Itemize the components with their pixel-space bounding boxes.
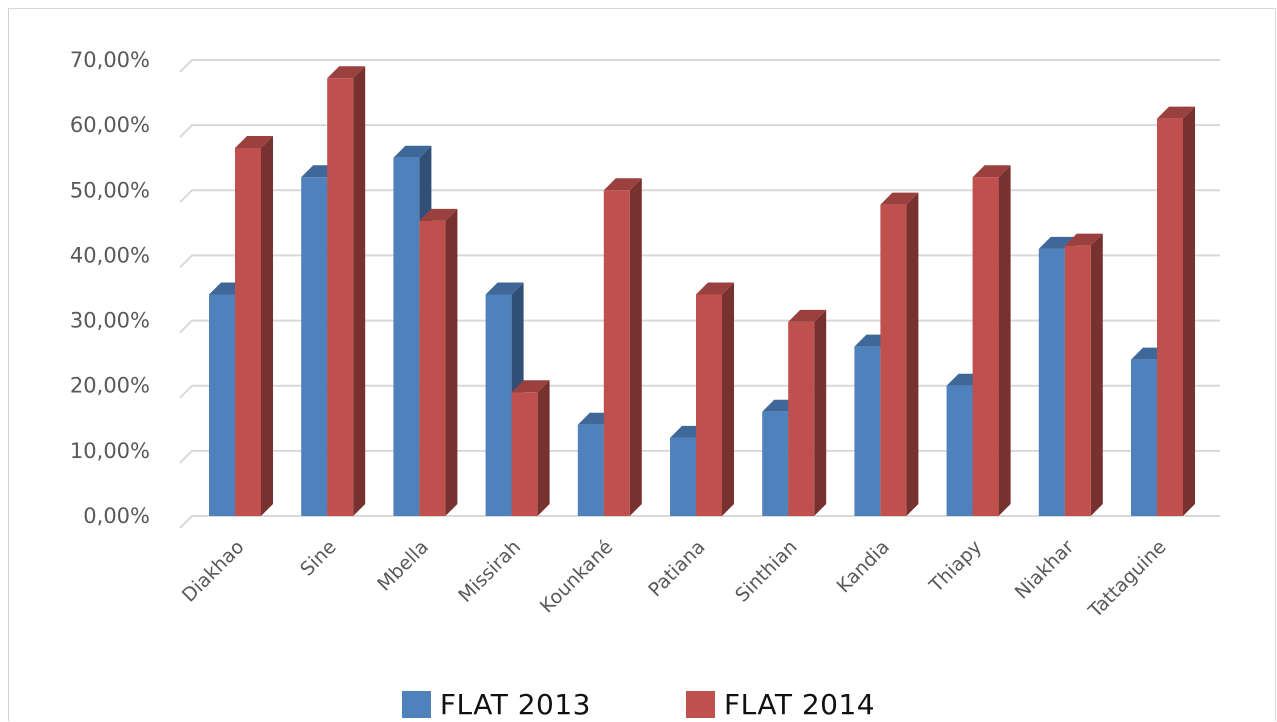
bar-flat-2014-sinthian	[788, 309, 827, 516]
x-tick-label-7: Kandia	[833, 536, 894, 597]
y-tick-label-7: 70,00%	[70, 48, 150, 72]
y-tick-label-3: 30,00%	[70, 309, 150, 333]
x-tick-label-4: Kounkané	[536, 536, 618, 618]
bar-chart: 0,00% 10,00% 20,00% 30,00% 40,00% 50,00% 60,00…	[70, 48, 1220, 623]
y-tick-label-2: 20,00%	[70, 374, 150, 398]
bar-flat-2014-kounkané	[603, 178, 642, 517]
bar-flat-2014-thiapy	[972, 165, 1011, 516]
y-tick-label-0: 0,00%	[83, 504, 150, 528]
bar-flat-2014-kandia	[880, 192, 919, 517]
x-axis-labels: Diakhao Sine Mbella Missirah Kounkané Patiana…	[178, 536, 1171, 623]
gridlines	[179, 59, 1220, 529]
gridline-0	[179, 515, 1220, 529]
x-tick-label-8: Thiapy	[925, 536, 986, 597]
bar-flat-2014-patiana	[696, 282, 734, 516]
legend-swatch-series-0	[401, 690, 431, 718]
x-tick-label-5: Patiana	[644, 536, 709, 601]
bar-flat-2013-missirah	[485, 282, 524, 516]
bar-flat-2014-mbella	[419, 208, 458, 516]
x-tick-label-9: Niakhar	[1011, 536, 1079, 604]
legend-label-series-1: FLAT 2014	[724, 687, 876, 721]
bar-flat-2014-niakhar	[1064, 233, 1103, 516]
legend-label-series-0: FLAT 2013	[439, 687, 591, 721]
legend: FLAT 2013 FLAT 2014	[0, 686, 1277, 722]
x-tick-label-2: Mbella	[373, 536, 433, 596]
y-axis-ticks: 0,00% 10,00% 20,00% 30,00% 40,00% 50,00% 60,00…	[70, 48, 150, 528]
x-tick-label-6: Sinthian	[731, 536, 802, 607]
legend-item-series-1: FLAT 2014	[686, 688, 875, 721]
gridline-3	[179, 319, 1220, 334]
x-tick-label-0: Diakhao	[178, 536, 249, 607]
y-tick-label-5: 50,00%	[70, 178, 150, 202]
gridline-5	[179, 189, 1220, 203]
x-tick-label-3: Missirah	[454, 536, 525, 607]
bar-flat-2014-missirah	[511, 380, 550, 516]
bar-flat-2014-diakhao	[235, 135, 273, 516]
legend-item-series-0: FLAT 2013	[401, 687, 591, 721]
bar-flat-2014-sine	[327, 66, 366, 517]
gridline-7	[179, 59, 1220, 73]
y-tick-label-6: 60,00%	[70, 113, 150, 137]
chart-frame	[8, 8, 1276, 721]
x-tick-label-10: Tattaguine	[1084, 536, 1171, 623]
x-tick-label-1: Sine	[296, 536, 341, 581]
y-tick-label-1: 10,00%	[70, 439, 150, 463]
bars	[209, 66, 1195, 517]
bar-flat-2014-tattaguine	[1157, 106, 1195, 516]
legend-swatch-series-1	[686, 690, 715, 718]
gridline-4	[179, 254, 1220, 269]
gridline-6	[179, 124, 1220, 138]
y-tick-label-4: 40,00%	[70, 243, 150, 267]
